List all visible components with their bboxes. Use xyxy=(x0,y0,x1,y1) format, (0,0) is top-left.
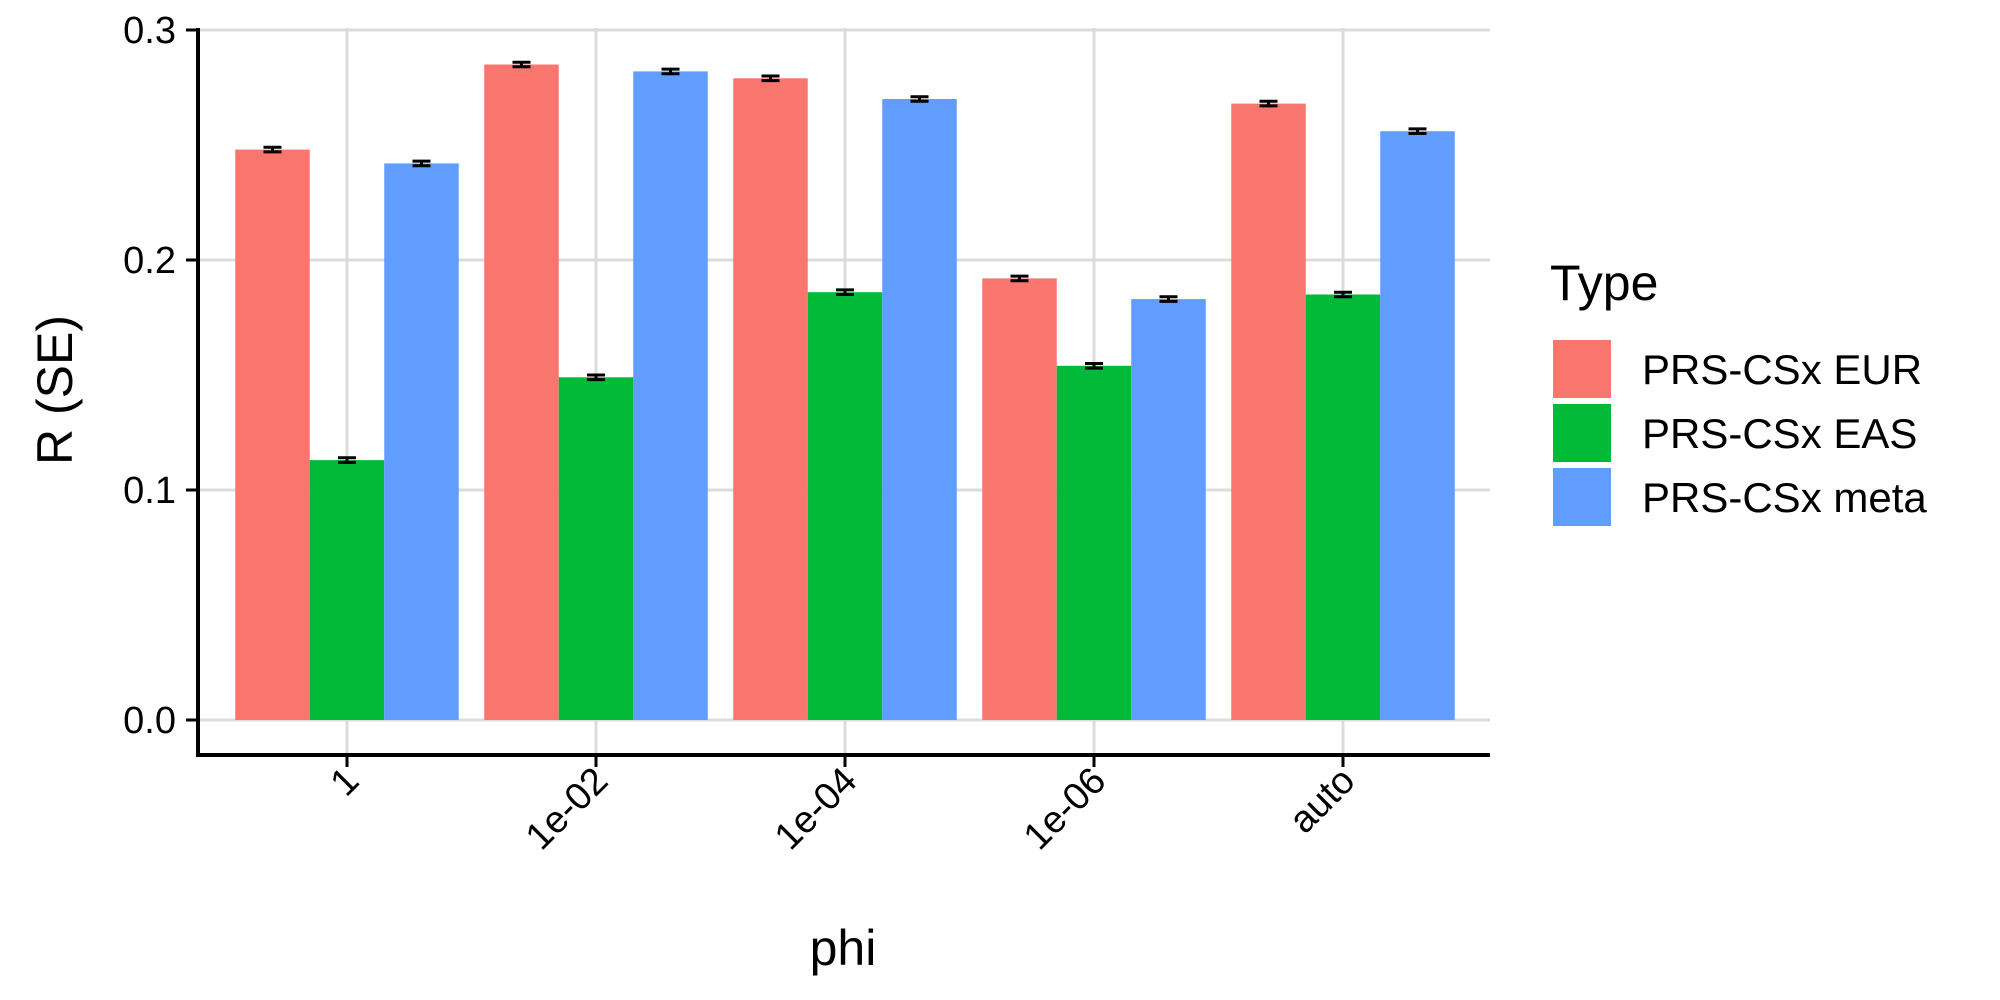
bar xyxy=(1231,104,1306,720)
bar xyxy=(1380,131,1455,720)
x-tick-label: 1 xyxy=(323,760,368,805)
x-tick-label: 1e-06 xyxy=(1016,760,1114,858)
legend-label: PRS-CSx meta xyxy=(1642,474,1927,521)
bar xyxy=(1057,366,1132,720)
bar xyxy=(484,65,559,721)
x-tick-label: 1e-04 xyxy=(767,760,865,858)
x-axis-title: phi xyxy=(810,920,877,976)
legend-swatch xyxy=(1553,404,1611,462)
bar xyxy=(1306,295,1381,721)
legend-item: PRS-CSx EUR xyxy=(1553,340,1922,398)
bar xyxy=(882,99,957,720)
bar xyxy=(733,78,808,720)
legend: Type PRS-CSx EUR PRS-CSx EAS PRS-CSx meta xyxy=(1550,255,1927,526)
bar xyxy=(1131,299,1206,720)
x-tick-labels: 1 1e-02 1e-04 1e-06 auto xyxy=(323,760,1364,858)
legend-title: Type xyxy=(1550,255,1658,311)
y-tick-label: 0.1 xyxy=(123,470,176,512)
legend-items: PRS-CSx EUR PRS-CSx EAS PRS-CSx meta xyxy=(1553,340,1927,526)
bar xyxy=(559,377,634,720)
x-tick-label: 1e-02 xyxy=(518,760,616,858)
y-tick-label: 0.2 xyxy=(123,240,176,282)
y-tick-label: 0.3 xyxy=(123,10,176,52)
bar xyxy=(982,278,1057,720)
legend-swatch xyxy=(1553,468,1611,526)
bar xyxy=(235,150,310,720)
y-tick-label: 0.0 xyxy=(123,700,176,742)
x-tick-label: auto xyxy=(1281,760,1363,842)
legend-item: PRS-CSx EAS xyxy=(1553,404,1917,462)
bar xyxy=(310,460,385,720)
legend-label: PRS-CSx EUR xyxy=(1642,346,1922,393)
y-tick-labels: 0.0 0.1 0.2 0.3 xyxy=(123,10,176,742)
bar xyxy=(808,292,883,720)
bar xyxy=(384,163,459,720)
legend-item: PRS-CSx meta xyxy=(1553,468,1927,526)
legend-swatch xyxy=(1553,340,1611,398)
bar xyxy=(633,71,708,720)
legend-label: PRS-CSx EAS xyxy=(1642,410,1917,457)
y-axis-title: R (SE) xyxy=(27,315,83,465)
